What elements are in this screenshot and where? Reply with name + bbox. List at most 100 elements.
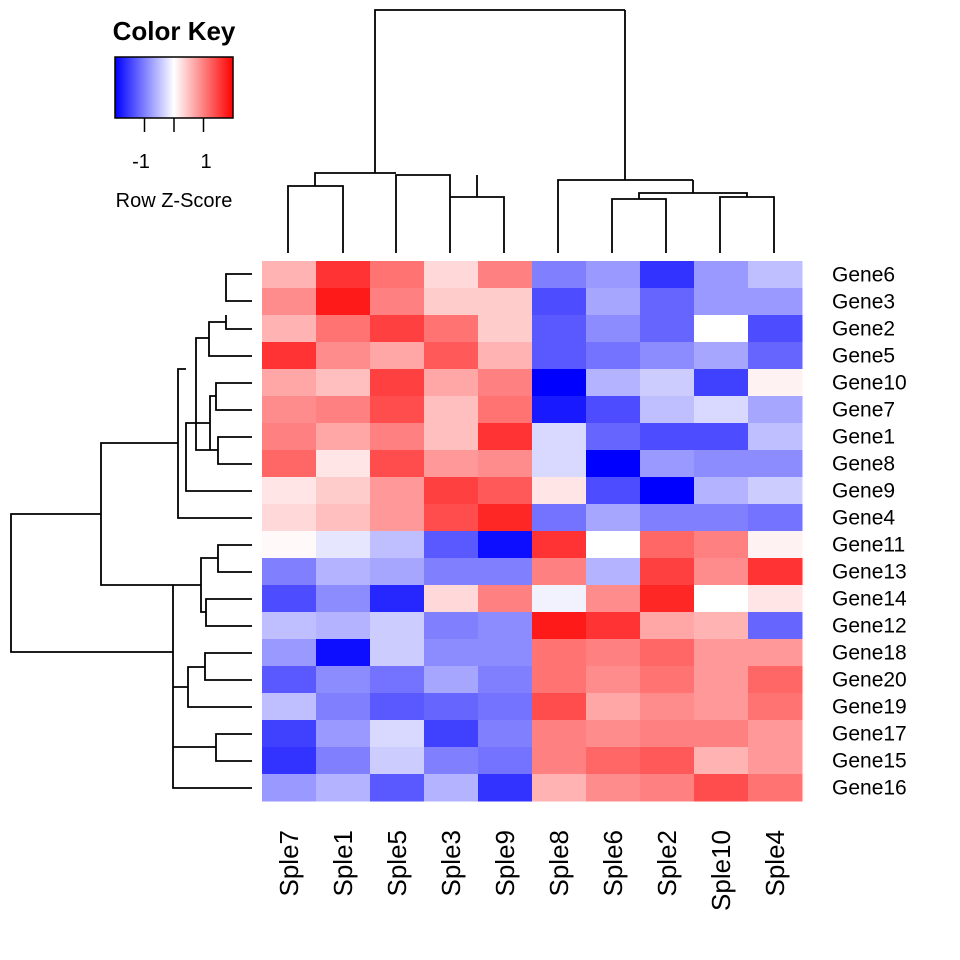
heatmap-cell: [262, 477, 317, 505]
heatmap-cell: [262, 450, 317, 478]
heatmap-cell: [316, 585, 371, 613]
heatmap-cell: [424, 369, 479, 397]
row-dendrogram: [10, 273, 252, 789]
heatmap-cell: [424, 774, 479, 802]
heatmap-cell: [424, 720, 479, 748]
heatmap-cell: [370, 585, 425, 613]
heatmap-cell: [262, 612, 317, 640]
heatmap-cell: [586, 612, 641, 640]
heatmap-cell: [748, 504, 803, 532]
heatmap-cell: [586, 774, 641, 802]
heatmap-cell: [478, 261, 533, 289]
heatmap-cell: [694, 585, 749, 613]
row-label: Gene1: [832, 426, 895, 449]
heatmap-cell: [370, 504, 425, 532]
row-label: Gene14: [832, 588, 907, 611]
heatmap-cell: [262, 423, 317, 451]
row-label: Gene6: [832, 264, 895, 287]
heatmap-cell: [424, 423, 479, 451]
heatmap-cell: [262, 396, 317, 424]
heatmap-cell: [694, 504, 749, 532]
column-label: Sple3: [436, 830, 466, 897]
heatmap-cell: [694, 261, 749, 289]
heatmap-cell: [478, 288, 533, 316]
heatmap-cell: [262, 504, 317, 532]
heatmap-cell: [586, 558, 641, 586]
heatmap-cell: [694, 450, 749, 478]
heatmap-cell: [370, 612, 425, 640]
heatmap-cell: [640, 504, 695, 532]
heatmap-cell: [748, 666, 803, 694]
column-labels: Sple7 Sple1 Sple5 Sple3 Sple9 Sple8 Sple6 Sple2…: [274, 830, 790, 911]
heatmap-cell: [748, 612, 803, 640]
row-label: Gene16: [832, 777, 907, 800]
heatmap-cell: [370, 693, 425, 721]
heatmap-cell: [262, 315, 317, 343]
heatmap-cell: [694, 315, 749, 343]
row-label: Gene17: [832, 723, 907, 746]
heatmap-cell: [586, 261, 641, 289]
heatmap-cell: [424, 261, 479, 289]
heatmap-cell: [532, 585, 587, 613]
heatmap-cell: [316, 774, 371, 802]
heatmap-cell: [586, 693, 641, 721]
row-label: Gene2: [832, 318, 895, 341]
heatmap-cell: [424, 612, 479, 640]
heatmap-cell: [478, 450, 533, 478]
heatmap-cells: [262, 261, 803, 802]
heatmap-cell: [532, 747, 587, 775]
heatmap-cell: [424, 450, 479, 478]
heatmap-cell: [424, 315, 479, 343]
heatmap-cell: [640, 342, 695, 370]
heatmap-cell: [370, 342, 425, 370]
heatmap-cell: [532, 315, 587, 343]
heatmap-cell: [748, 477, 803, 505]
heatmap-cell: [532, 423, 587, 451]
row-label: Gene12: [832, 615, 907, 638]
row-label: Gene20: [832, 669, 907, 692]
column-label: Sple1: [328, 830, 358, 897]
heatmap-cell: [478, 774, 533, 802]
heatmap-cell: [424, 693, 479, 721]
row-label: Gene9: [832, 480, 895, 503]
heatmap-cell: [640, 261, 695, 289]
column-dendrogram-lines: [287, 9, 775, 253]
heatmap-cell: [640, 423, 695, 451]
heatmap-cell: [262, 342, 317, 370]
heatmap-cell: [586, 666, 641, 694]
heatmap-cell: [262, 720, 317, 748]
heatmap-cell: [532, 774, 587, 802]
heatmap-cell: [262, 693, 317, 721]
row-label: Gene3: [832, 291, 895, 314]
heatmap-cell: [694, 693, 749, 721]
heatmap-cell: [316, 369, 371, 397]
heatmap-cell: [748, 747, 803, 775]
heatmap-cell: [316, 531, 371, 559]
heatmap-cell: [478, 585, 533, 613]
heatmap-cell: [262, 558, 317, 586]
heatmap-cell: [478, 612, 533, 640]
heatmap-cell: [640, 585, 695, 613]
heatmap-cell: [532, 666, 587, 694]
heatmap-cell: [370, 774, 425, 802]
heatmap-cell: [478, 423, 533, 451]
row-label: Gene5: [832, 345, 895, 368]
heatmap-cell: [424, 477, 479, 505]
heatmap-cell: [316, 693, 371, 721]
heatmap-cell: [532, 342, 587, 370]
heatmap-cell: [586, 288, 641, 316]
column-label: Sple6: [598, 830, 628, 897]
heatmap-cell: [748, 342, 803, 370]
heatmap-cell: [640, 477, 695, 505]
heatmap-cell: [316, 396, 371, 424]
heatmap-cell: [532, 531, 587, 559]
heatmap-cell: [478, 477, 533, 505]
heatmap-cell: [748, 288, 803, 316]
heatmap-cell: [586, 747, 641, 775]
heatmap-cell: [370, 477, 425, 505]
column-label: Sple9: [490, 830, 520, 897]
heatmap-cell: [316, 261, 371, 289]
heatmap-cell: [532, 396, 587, 424]
column-label: Sple7: [274, 830, 304, 897]
